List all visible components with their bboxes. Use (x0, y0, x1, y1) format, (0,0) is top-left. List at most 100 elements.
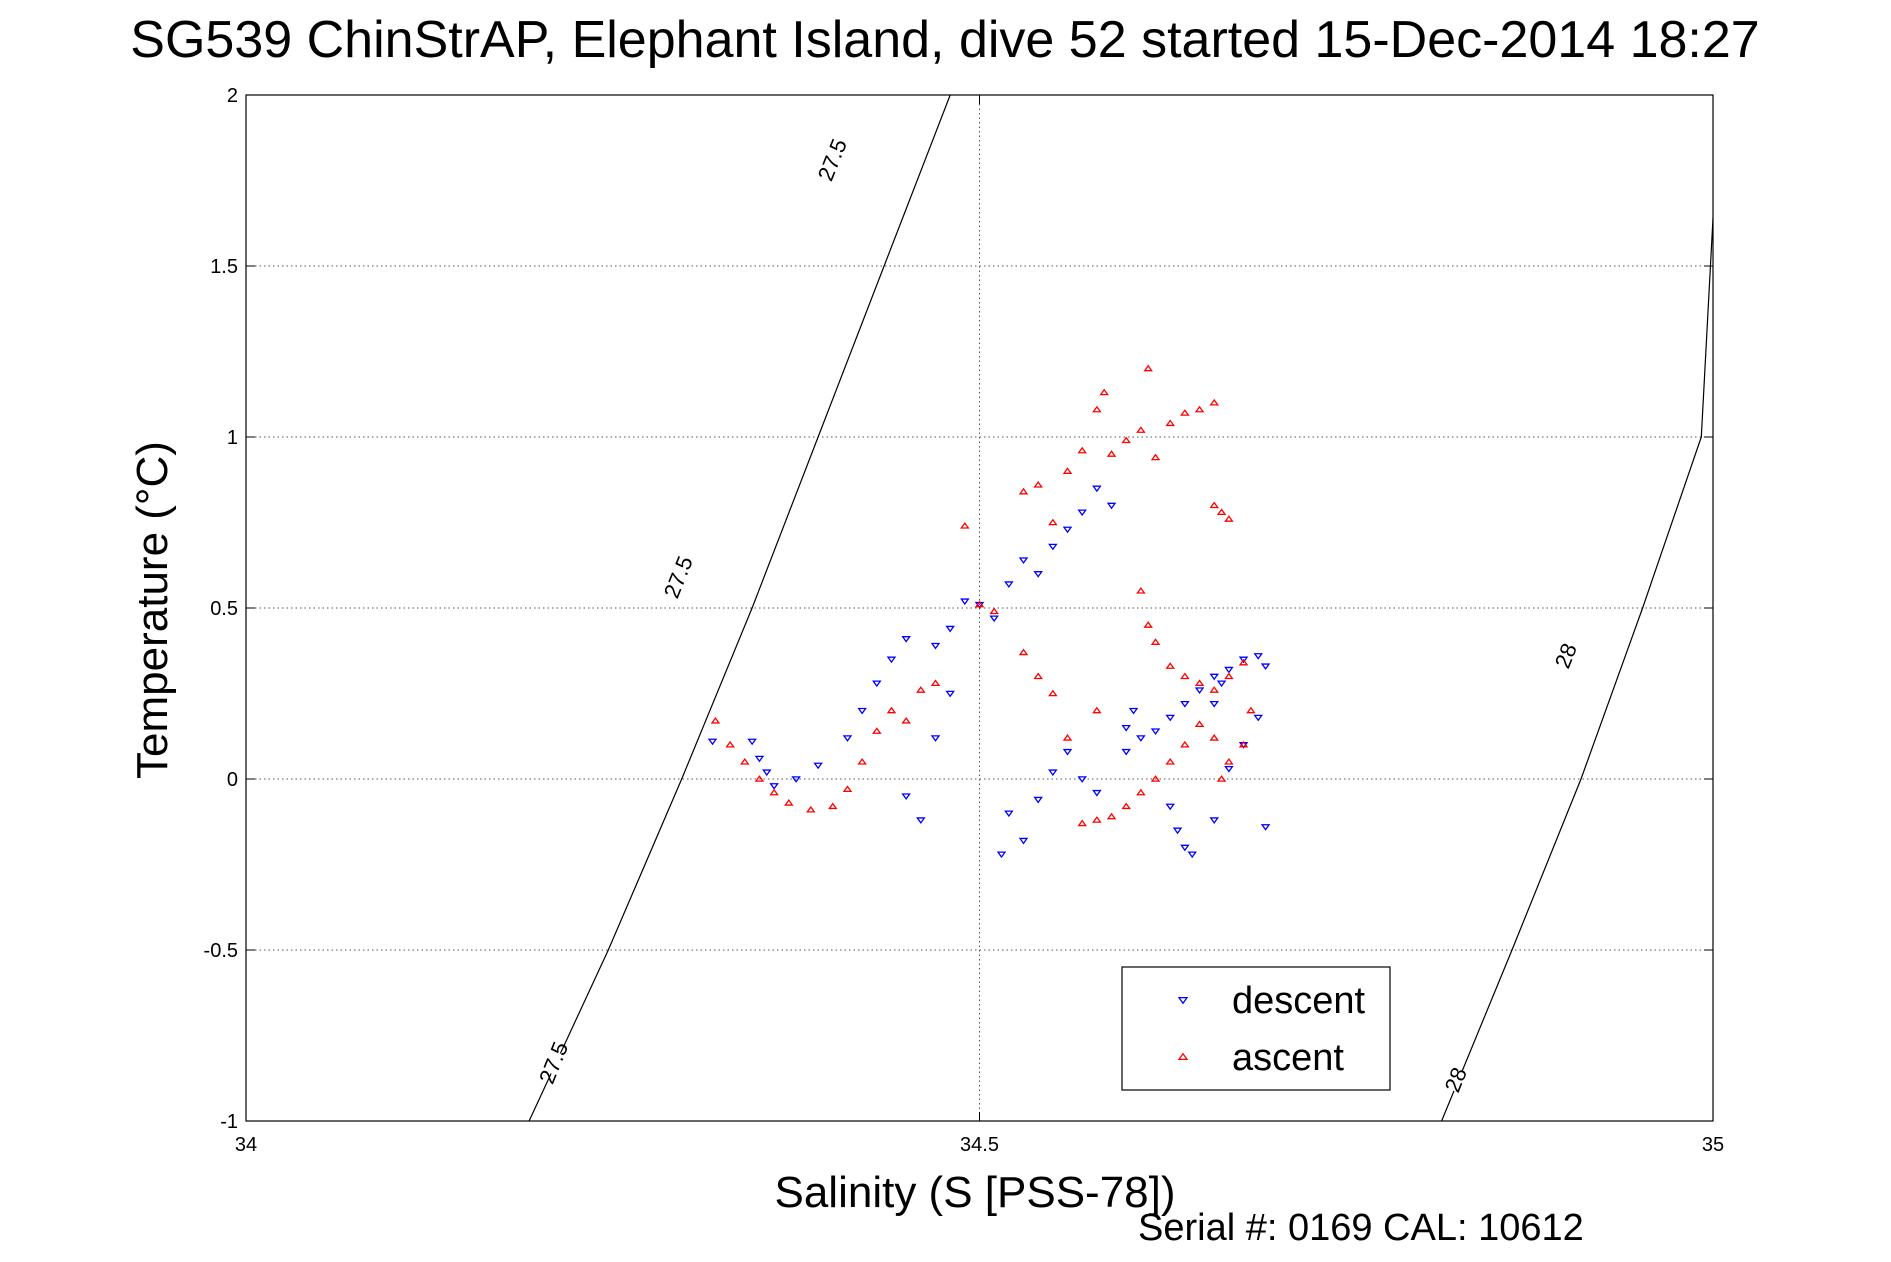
descent-point (1077, 509, 1087, 517)
legend-entries: descent ascent (1177, 980, 1366, 1079)
ascent-point (725, 740, 735, 748)
ascent-point (784, 799, 794, 806)
descent-point (1165, 714, 1175, 722)
ascent-point (740, 757, 750, 765)
ascent-point (960, 522, 970, 529)
ascent-point (1106, 450, 1117, 457)
data-points (707, 364, 1271, 859)
ascent-point (1216, 775, 1227, 782)
legend-box (1121, 966, 1391, 1091)
ascent-point (1136, 586, 1146, 594)
descent-point (1224, 666, 1234, 674)
descent-point (989, 615, 999, 623)
descent-point (930, 642, 941, 650)
descent-point (1172, 827, 1183, 835)
ascent-point (842, 785, 853, 793)
ascent-point (1077, 446, 1087, 454)
descent-point (1077, 776, 1087, 783)
descent-point (1180, 844, 1190, 852)
legend: descent ascent (1121, 966, 1391, 1091)
descent-point (1253, 714, 1263, 722)
ascent-point (828, 802, 838, 810)
descent-point (1092, 485, 1102, 493)
ascent-point (1224, 515, 1234, 522)
y-axis-label: Temperature (°C) (128, 441, 177, 779)
serial-calibration-note: Serial #: 0169 CAL: 10612 (1138, 1207, 1584, 1249)
ascent-point (1048, 518, 1058, 526)
ascent-point (754, 775, 765, 782)
ascent-point (1092, 816, 1102, 823)
descent-point (1260, 824, 1271, 831)
ascent-point (1092, 706, 1102, 714)
axis-ticks: 34 34.5 35 -1 -0.5 0 0.5 1 1.5 2 (204, 85, 1725, 1156)
descent-point (996, 851, 1007, 859)
descent-point (769, 783, 779, 790)
isopycnal-line (528, 94, 951, 1122)
descent-point (813, 762, 823, 770)
ascent-point (1165, 757, 1175, 765)
ascent-point (1106, 812, 1117, 820)
ascent-point (857, 757, 867, 765)
descent-point (960, 598, 970, 606)
descent-point (1121, 724, 1131, 732)
ascent-point (1209, 734, 1219, 741)
ascent-point (1062, 467, 1073, 474)
descent-point (1194, 687, 1205, 694)
ascent-point (1209, 501, 1219, 509)
ascent-legend-label: ascent (1232, 1037, 1344, 1079)
ascent-point (1180, 409, 1190, 416)
x-axis-label: Salinity (S [PSS-78]) (774, 1168, 1175, 1217)
descent-point (1128, 707, 1139, 715)
isopycnal-line (1441, 218, 1714, 1122)
descent-point (1216, 680, 1227, 688)
ascent-point (1238, 658, 1249, 666)
descent-point (945, 690, 955, 698)
descent-point (747, 738, 757, 746)
descent-point (1033, 796, 1043, 804)
descent-point (842, 735, 853, 742)
ascent-point (1209, 686, 1219, 693)
descent-point (901, 636, 911, 643)
ascent-point (1150, 638, 1161, 645)
ascent-point (769, 788, 779, 796)
ascent-point (1180, 740, 1190, 748)
descent-point (945, 625, 955, 633)
chart-title: SG539 ChinStrAP, Elephant Island, dive 5… (130, 11, 1759, 69)
descent-point (762, 769, 772, 777)
x-tick-label: 34 (235, 1134, 257, 1156)
ascent-point (1136, 788, 1146, 796)
descent-point (1048, 769, 1058, 777)
descent-point (1253, 653, 1263, 660)
descent-point (1018, 557, 1029, 565)
y-tick-label: -1 (220, 1111, 238, 1133)
ascent-point (1216, 508, 1227, 515)
descent-point (1121, 748, 1131, 756)
descent-point (1004, 810, 1014, 818)
contour-label-gap (1534, 634, 1599, 678)
ascent-point (1165, 419, 1175, 427)
ascent-point (1099, 388, 1109, 396)
ascent-point (1092, 405, 1102, 413)
descent-point (1004, 581, 1014, 588)
descent-point (1260, 663, 1271, 671)
descent-point (1209, 673, 1219, 681)
ascent-legend-marker (1177, 1052, 1189, 1061)
ascent-point (1121, 802, 1131, 810)
ascent-point (1165, 662, 1175, 669)
ascent-point (1018, 487, 1029, 495)
descent-point (1136, 735, 1146, 742)
ascent-point (1150, 453, 1161, 461)
ascent-point (1033, 672, 1043, 680)
descent-point (1062, 748, 1073, 756)
descent-point (1018, 837, 1029, 845)
descent-point (1238, 656, 1249, 664)
descent-point (754, 755, 765, 763)
descent-point (1150, 728, 1161, 736)
descent-point (1033, 571, 1043, 578)
descent-point (886, 656, 897, 664)
descent-point (1187, 851, 1197, 859)
descent-point (1224, 765, 1234, 773)
